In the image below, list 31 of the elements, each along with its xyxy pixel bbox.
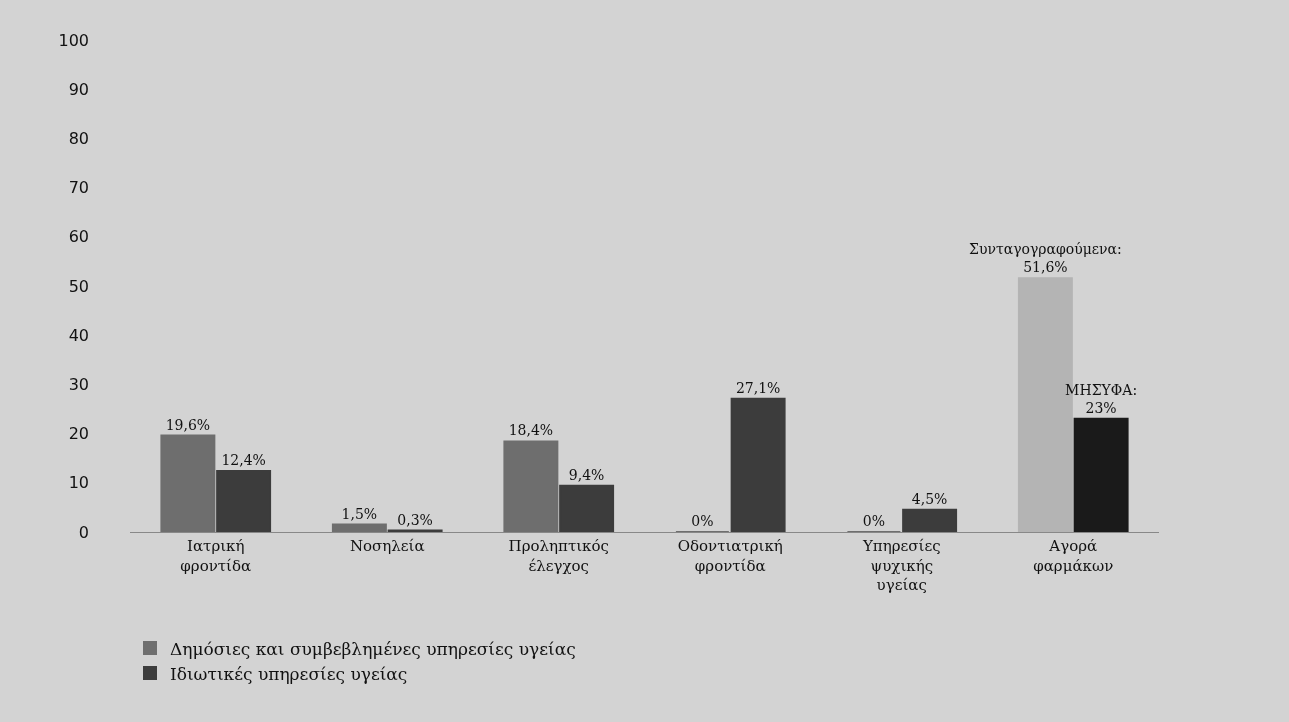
x-tick-label: Προληπτικός έλεγχος: [508, 537, 609, 575]
y-tick-label: 90: [68, 79, 89, 99]
x-tick-label: Υπηρεσίες ψυχικής υγείας: [861, 537, 941, 594]
y-tick-label: 0: [78, 522, 89, 542]
data-label: 19,6%: [165, 416, 211, 433]
y-tick-label: 80: [68, 129, 89, 148]
data-label: 12,4%: [221, 451, 266, 468]
y-tick-label: 70: [68, 178, 89, 198]
y-tick-label: 50: [68, 276, 89, 296]
y-tick-label: 40: [68, 325, 89, 345]
data-label: 0%: [862, 513, 885, 529]
legend-label: Δημόσιες και συμβεβλημένες υπηρεσίες υγείας: [170, 638, 576, 659]
data-label: Συνταγογραφούμενα: 51,6%: [969, 240, 1122, 276]
x-tick-label: Αγορά φαρμάκων: [1033, 537, 1114, 575]
y-tick-label: 60: [68, 227, 89, 247]
data-label: 18,4%: [508, 422, 554, 439]
data-label: ΜΗΣΥΦΑ: 23%: [1065, 381, 1138, 416]
y-tick-label: 100: [58, 30, 89, 50]
data-label: 4,5%: [911, 490, 948, 507]
y-tick-label: 30: [68, 375, 89, 394]
data-label: 0,3%: [397, 511, 433, 528]
legend-label: Ιδιωτικές υπηρεσίες υγείας: [170, 663, 408, 684]
x-tick-label: Ιατρική φροντίδα: [180, 537, 252, 575]
y-tick-label: 10: [68, 473, 89, 493]
data-label: 0%: [691, 513, 714, 529]
y-tick-label: 20: [68, 424, 89, 444]
data-label: 9,4%: [568, 466, 605, 483]
data-label: 1,5%: [341, 505, 378, 522]
x-tick-label: Οδοντιατρική φροντίδα: [677, 537, 783, 575]
x-tick-label: Νοσηλεία: [349, 537, 425, 555]
data-label: 27,1%: [735, 379, 781, 396]
